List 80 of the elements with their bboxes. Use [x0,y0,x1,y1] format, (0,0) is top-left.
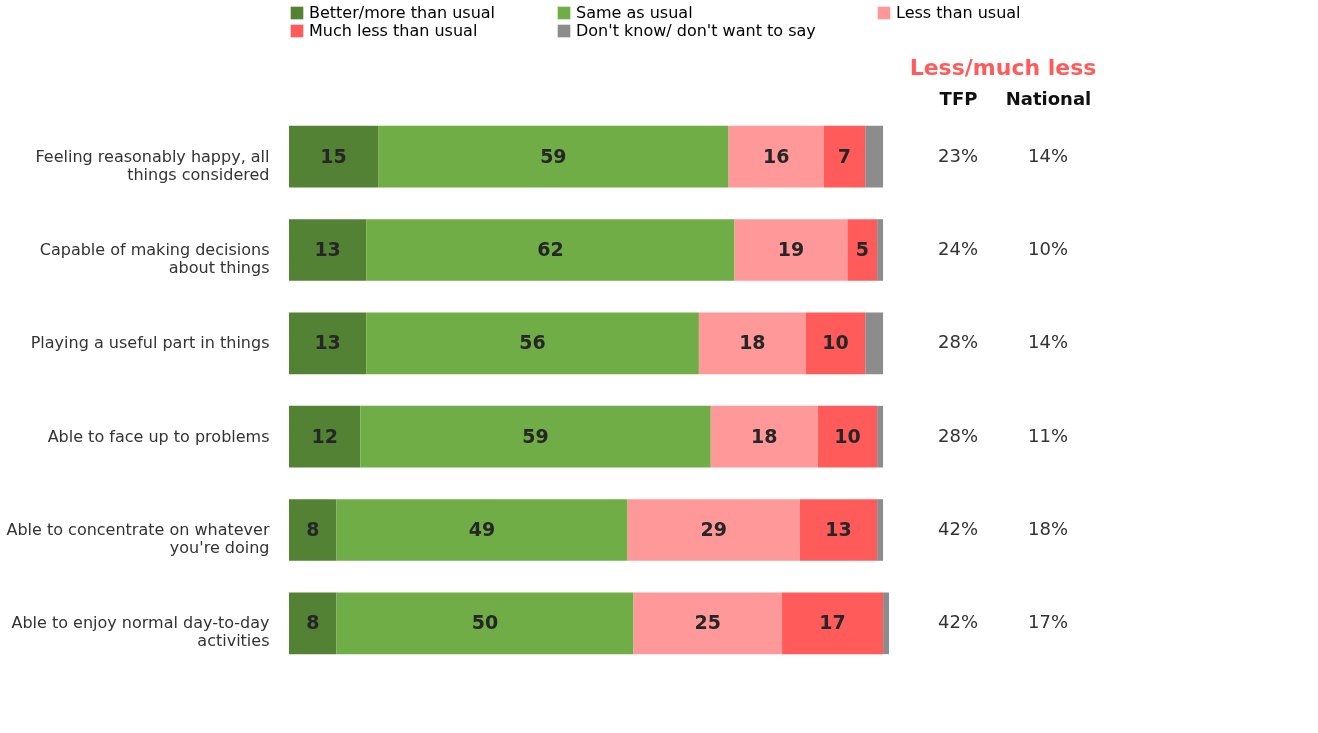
data-label: 50 [471,611,499,634]
bar [289,219,367,281]
bar [823,125,866,188]
bar [710,405,818,468]
bar [698,312,806,375]
bar [877,499,884,561]
data-label: 10 [822,331,849,354]
data-label: 19 [777,238,805,260]
text: 17% [1027,611,1069,633]
y-tick-label: Feeling reasonably happy, all things considered [35,146,270,184]
text: 14% [1027,331,1069,353]
text: 28% [937,424,979,446]
text: 42% [937,611,979,633]
y-tick-label: Able to concentrate on whatever you're doing [6,520,270,557]
bar [366,312,699,375]
legend-label: Don't know/ don't want to say [576,21,816,40]
data-label: 13 [314,238,341,260]
data-label: 13 [314,331,341,354]
text: 24% [937,238,979,259]
data-label: 16 [762,144,790,167]
bar [360,405,711,468]
data-label: 10 [834,424,861,447]
legend-label: Less than usual [896,3,1021,22]
text: 28% [937,331,979,353]
bar [728,125,824,188]
bar [289,125,379,188]
text: Less/much less [909,55,1097,80]
data-label: 17 [819,611,846,634]
legend-label: Better/more than usual [309,3,496,22]
y-tick-label: Playing a useful part in things [30,333,270,353]
legend-label: Much less than usual [309,21,478,40]
bar [865,125,884,188]
data-label: 18 [751,424,778,447]
data-label: 25 [694,611,722,634]
y-tick-label: Able to face up to problems [47,426,270,446]
data-label: 7 [837,144,852,167]
bar [799,499,878,561]
data-label: 59 [522,424,549,447]
bar [378,125,729,188]
bar [627,499,800,561]
data-label: 18 [739,331,766,354]
bar [289,312,367,375]
data-label: 59 [540,144,567,167]
bar [877,219,884,281]
text: 14% [1027,144,1069,166]
data-label: 8 [306,518,320,540]
bar [817,405,878,468]
category-label: National [1005,87,1092,109]
bar [865,312,884,375]
data-label: 5 [855,238,869,260]
data-label: 13 [825,518,852,540]
data-label: 12 [311,424,338,447]
y-tick-label: Able to enjoy normal day-to-day activities [11,613,270,651]
bar [877,405,884,468]
text: 42% [937,518,979,539]
y-tick-label: Capable of making decisions about things [39,240,270,277]
text: 10% [1027,238,1069,259]
data-label: 49 [468,518,496,540]
bar [289,405,361,468]
bar [633,592,783,655]
bar [289,499,337,561]
bar [782,592,884,655]
category-label: TFP [939,87,978,109]
data-label: 56 [519,331,546,354]
legend-label: Same as usual [576,3,693,22]
data-label: 15 [320,144,347,167]
bar [336,499,628,561]
bar [805,312,866,375]
text: 23% [937,144,979,166]
bar [734,219,848,281]
bar [366,219,735,281]
bar [883,592,889,655]
data-label: 8 [306,611,320,634]
data-label: 29 [700,518,727,540]
text: 18% [1027,518,1069,539]
text: 11% [1027,424,1069,446]
bar [289,592,337,655]
bar [336,592,634,655]
bar [847,219,878,281]
data-label: 62 [537,238,564,260]
